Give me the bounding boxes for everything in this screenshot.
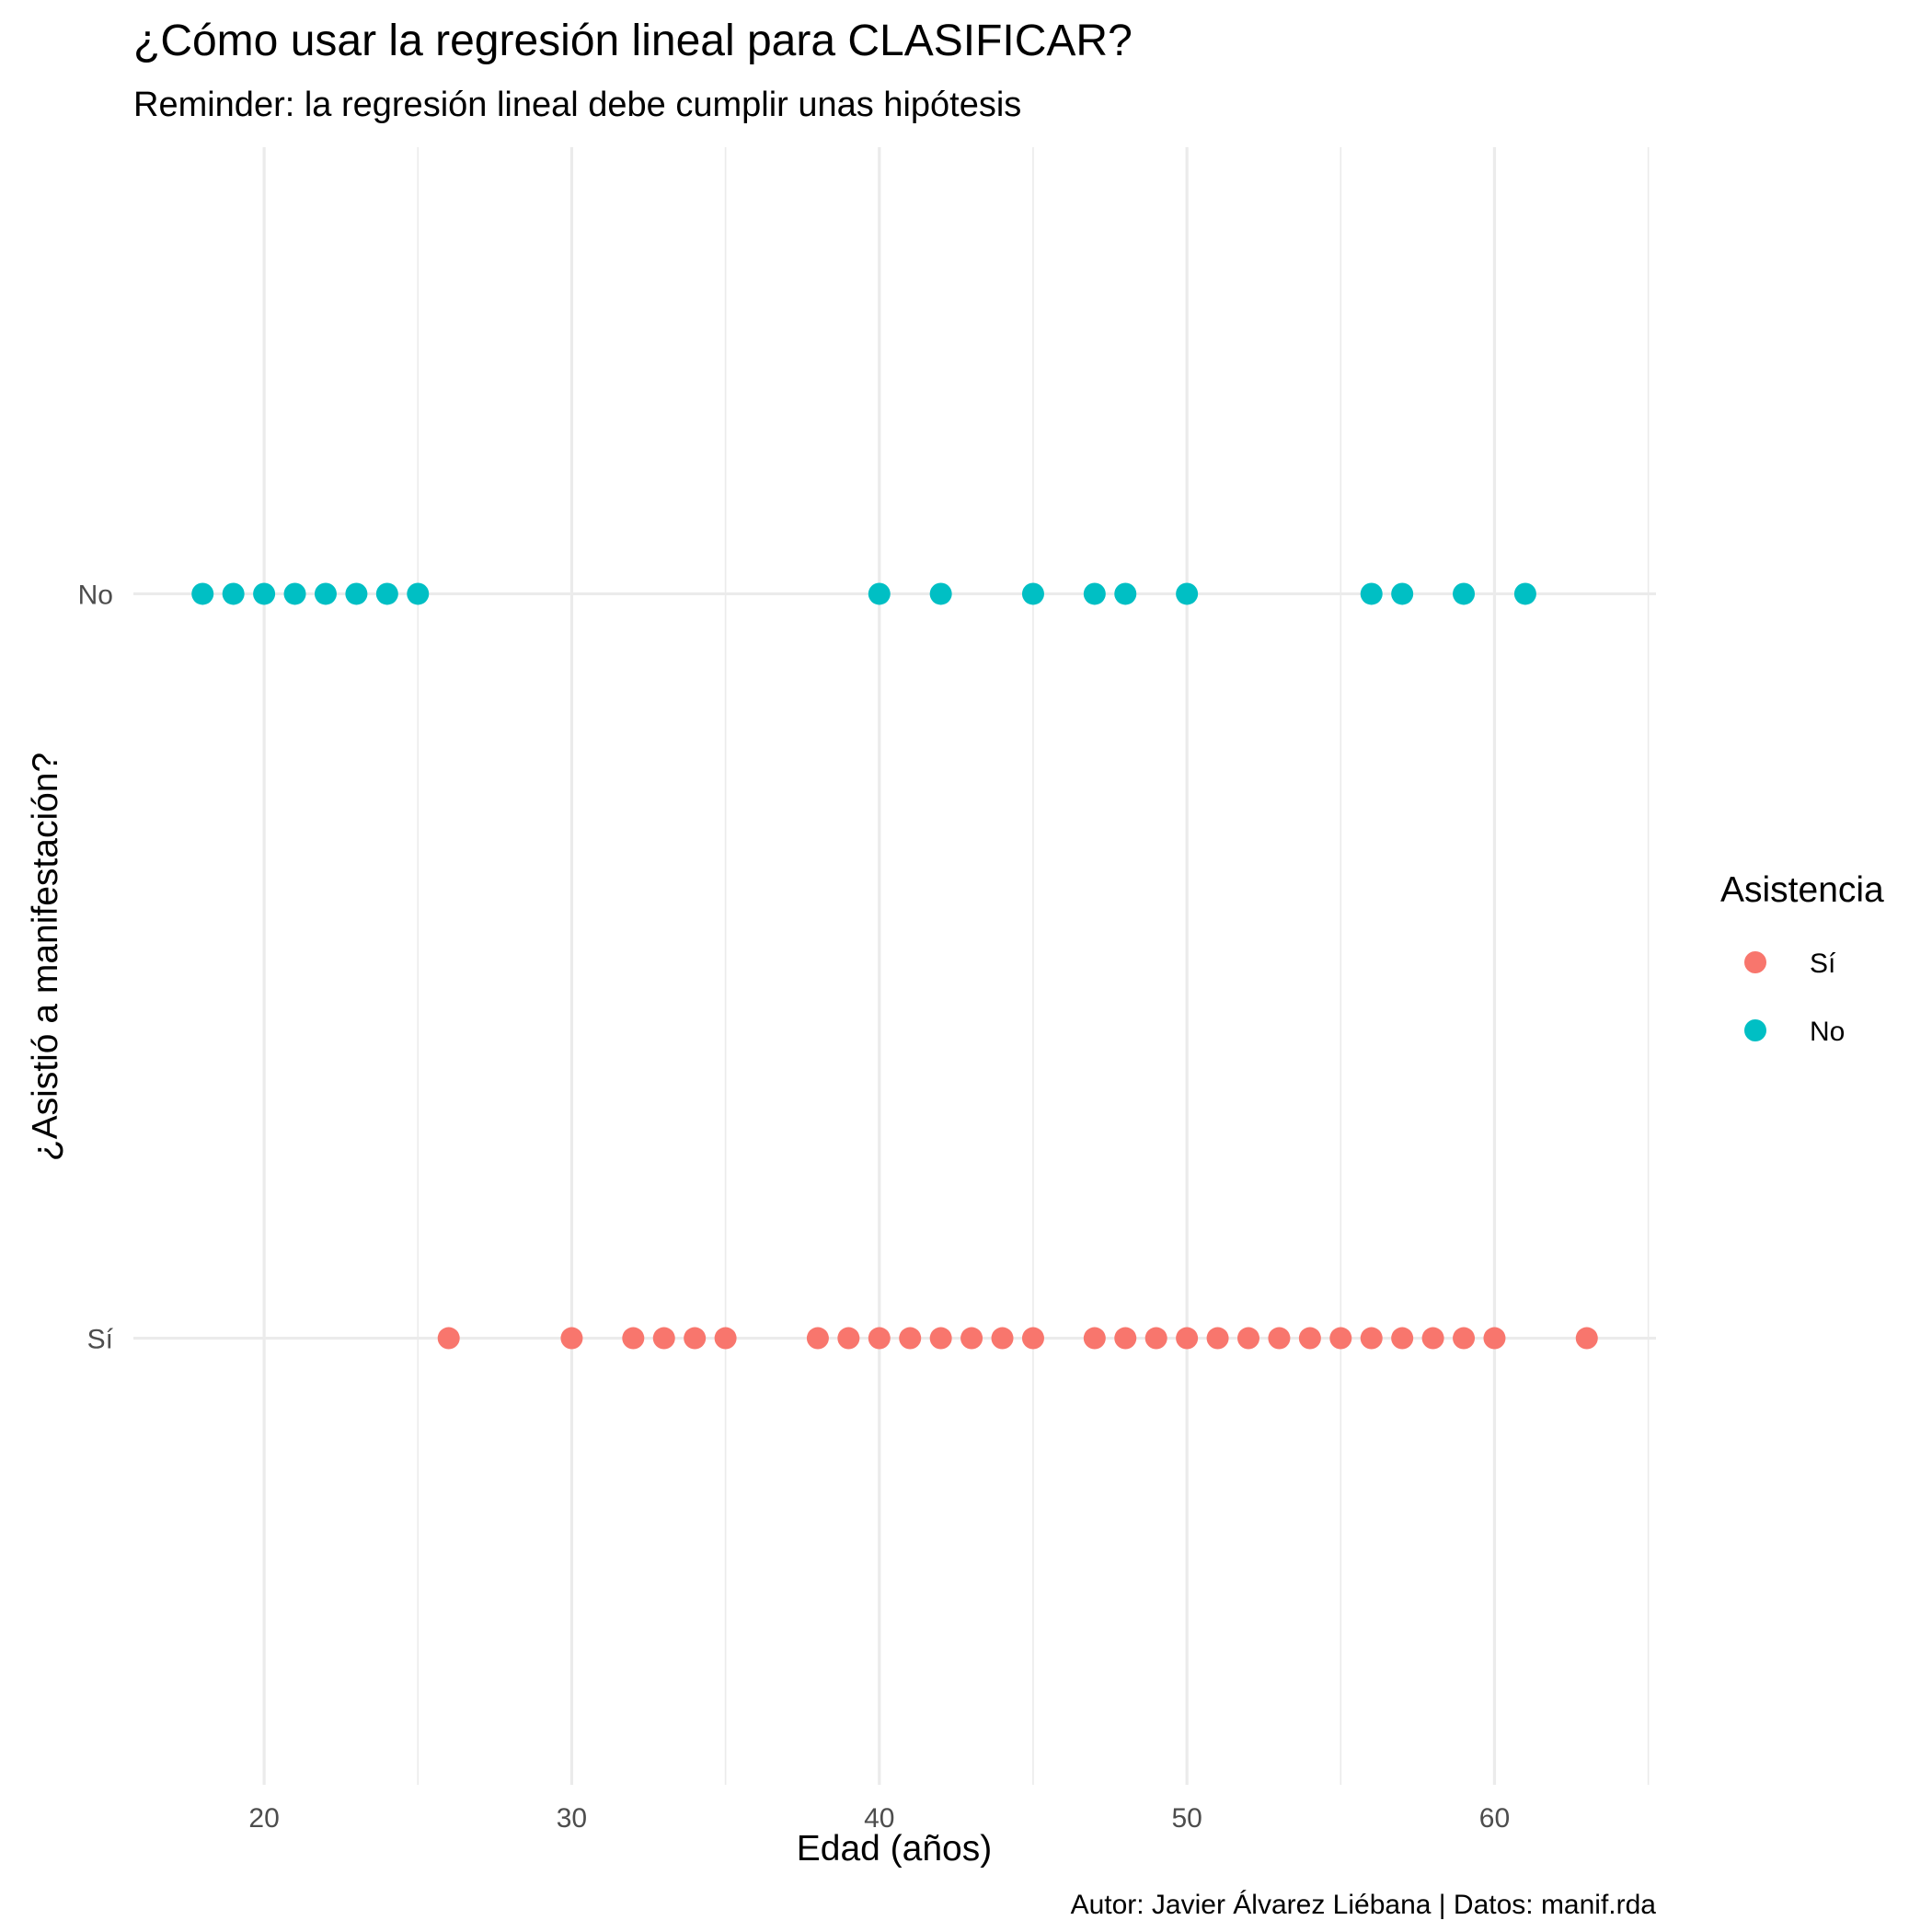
data-point [1575,1327,1598,1350]
data-point [806,1327,829,1350]
x-tick-label: 50 [1171,1803,1202,1834]
data-point [1114,582,1137,605]
data-point [868,1327,891,1350]
data-point [1236,1327,1259,1350]
data-point [929,1327,952,1350]
data-point [407,582,430,605]
data-point [1360,582,1383,605]
data-point [314,582,337,605]
legend-label-si: Sí [1810,949,1836,979]
x-tick-label: 30 [557,1803,587,1834]
x-tick-label: 20 [248,1803,279,1834]
data-point [345,582,368,605]
x-tick-label: 60 [1479,1803,1510,1834]
data-point [1329,1327,1352,1350]
data-point [684,1327,707,1350]
data-point [1144,1327,1167,1350]
data-point [1453,582,1476,605]
data-point [1021,1327,1044,1350]
data-point [1021,582,1044,605]
grid-lines [133,147,1656,1785]
data-point [1360,1327,1383,1350]
data-point [1483,1327,1506,1350]
chart-caption: Autor: Javier Álvarez Liébana | Datos: m… [1071,1890,1657,1920]
data-point [437,1327,460,1350]
data-point [1391,582,1414,605]
data-point [283,582,306,605]
legend-key-si [1744,951,1766,973]
y-tick-labels: Sí No [78,580,114,1354]
legend: Asistencia Sí No [1720,870,1884,1047]
data-point [1268,1327,1291,1350]
data-point [1176,582,1199,605]
data-point [1298,1327,1321,1350]
data-point [1453,1327,1476,1350]
data-point [1083,1327,1106,1350]
data-point [560,1327,583,1350]
data-point [1421,1327,1444,1350]
chart-subtitle: Reminder: la regresión lineal debe cumpl… [133,86,1021,124]
data-point [1114,1327,1137,1350]
data-point [899,1327,922,1350]
data-point [929,582,952,605]
legend-label-no: No [1810,1017,1845,1047]
data-point [1083,582,1106,605]
data-point [622,1327,645,1350]
x-tick-labels: 20 30 40 50 60 [248,1803,1510,1834]
data-point [1176,1327,1199,1350]
x-tick-label: 40 [864,1803,894,1834]
y-tick-label: No [78,580,113,610]
data-point [868,582,891,605]
data-point [1391,1327,1414,1350]
data-point [1513,582,1536,605]
y-axis-title: ¿Asistió a manifestación? [26,753,65,1161]
data-point [991,1327,1014,1350]
legend-key-no [1744,1019,1766,1041]
data-point [714,1327,737,1350]
data-point [652,1327,675,1350]
data-points [191,582,1598,1350]
data-point [960,1327,983,1350]
legend-title: Asistencia [1720,870,1884,910]
x-axis-title: Edad (años) [797,1829,992,1869]
data-point [375,582,398,605]
y-tick-label: Sí [87,1325,114,1355]
data-point [191,582,214,605]
data-point [222,582,245,605]
data-point [837,1327,860,1350]
data-point [1206,1327,1229,1350]
data-point [253,582,276,605]
chart-title: ¿Cómo usar la regresión lineal para CLAS… [133,17,1133,65]
